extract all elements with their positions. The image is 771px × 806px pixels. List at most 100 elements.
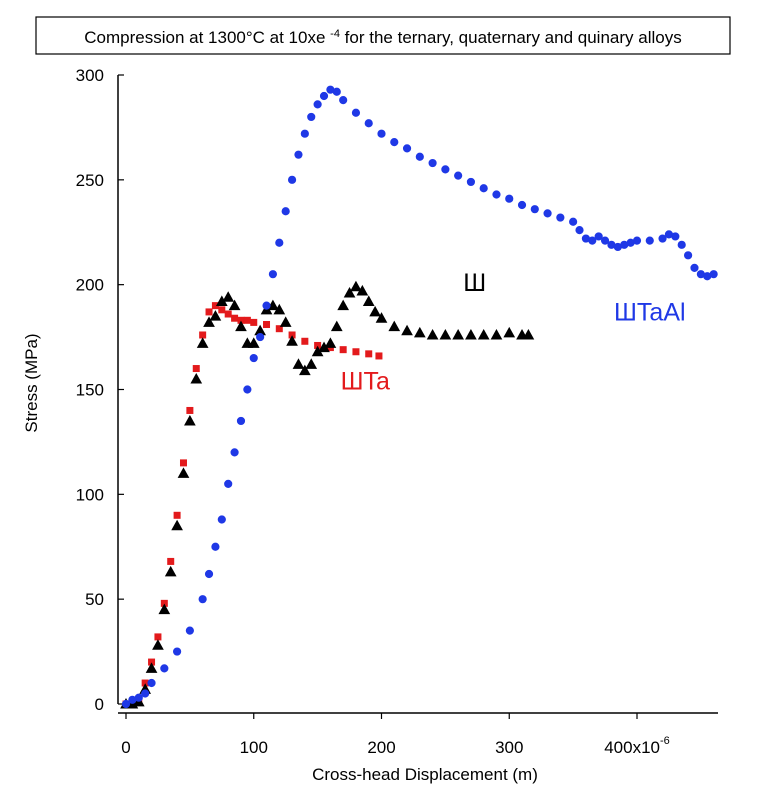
chart-point-triangle [299,364,311,376]
chart-point-circle [684,251,693,260]
chart-point-square [205,308,213,316]
chart-point-triangle [426,328,439,340]
chart-point-circle [121,699,131,709]
chart-point-circle [300,129,309,138]
chart-point-circle [690,263,699,272]
chart-point-triangle [369,305,381,317]
chart-point-triangle [145,662,158,673]
y-tick-label: 100 [76,485,104,504]
chart-point-square [218,306,226,314]
chart-point-triangle [279,316,292,327]
chart-point-triangle [247,337,260,348]
x-tick-label: 300 [495,738,523,757]
chart-point-circle [294,150,303,159]
x-tick-label: 100 [240,738,268,757]
chart-point-triangle [184,414,196,426]
chart-point-triangle [439,328,452,340]
x-tick-exponent: -6 [660,735,670,747]
chart-point-square [250,318,258,326]
chart-point-triangle [401,324,413,336]
chart-point-circle [556,213,565,222]
chart-point-triangle [158,603,171,615]
chart-point-triangle [343,287,356,298]
chart-point-circle [319,91,329,101]
chart-point-circle [517,200,527,210]
chart-point-triangle [330,320,343,332]
chart-point-circle [402,144,412,153]
chart-point-circle [230,448,239,457]
chart-point-circle [492,190,501,199]
chart-point-circle [173,647,182,656]
chart-point-circle [677,240,686,249]
chart-point-triangle [452,328,464,340]
chart-point-square [243,316,251,324]
chart-point-triangle [477,328,490,340]
chart-point-triangle [292,358,305,369]
chart-point-circle [466,177,476,187]
x-axis-title: Cross-head Displacement (m) [312,765,538,784]
chart-title-part-2: for the ternary, quaternary and quinary … [345,28,682,47]
series-label: Ш [463,269,486,297]
chart-point-circle [543,209,552,218]
chart-point-triangle [305,358,318,369]
x-tick-label: 400x10-6 [604,735,670,757]
chart-point-triangle [228,299,241,311]
chart-point-triangle [490,328,503,340]
chart-title-superscript: -4 [330,28,340,40]
chart-point-circle [313,100,322,109]
chart-point-circle [160,664,169,673]
chart-point-square [365,350,373,358]
chart-point-circle [275,238,284,247]
chart-point-circle [377,129,386,138]
chart-point-triangle [152,639,164,650]
chart-point-square [173,511,181,519]
chart-point-circle [594,232,603,241]
chart-title-box [35,16,731,55]
chart-point-triangle [522,328,535,340]
chart-point-circle [390,137,399,147]
chart-point-triangle [164,565,177,577]
chart-point-triangle [235,320,247,332]
chart-point-circle [268,270,278,279]
x-tick-label: 0 [121,738,130,757]
y-axis-title: Stress (MPa) [22,333,41,432]
ticks-group: 0 50 100 150 200 250 300 0 100 200 300 400x10-6 [76,66,670,757]
chart-point-triangle [337,299,350,311]
chart-point-square [301,337,309,345]
chart-point-triangle [388,320,401,332]
chart-point-circle [211,542,220,551]
chart-point-circle [569,217,578,226]
series-group [120,85,718,709]
chart-point-triangle [196,337,209,348]
chart-point-square [192,365,200,373]
chart-point-circle [134,693,143,702]
chart-point-triangle [222,291,235,302]
chart-point-circle [479,184,488,193]
chart-point-square [375,352,383,360]
chart-point-circle [281,207,290,216]
chart-point-circle [307,112,316,122]
y-tick-label: 0 [95,695,104,714]
chart-point-triangle [190,372,203,384]
chart-point-triangle [177,467,190,478]
chart-point-circle [645,236,654,245]
series-label: ШTaAl [614,298,686,326]
chart-point-square [263,321,271,329]
chart-point-circle [505,194,514,203]
chart-point-square [352,348,360,356]
chart-point-circle [262,301,271,310]
chart-point-circle [454,171,463,180]
chart-point-square [231,314,239,322]
chart-point-circle [224,479,233,488]
chart-point-square [199,331,207,339]
chart-point-triangle [273,303,286,315]
chart-point-triangle [324,337,337,348]
chart-point-triangle [375,312,388,323]
chart-point-triangle [465,328,477,340]
chart-point-triangle [171,519,183,531]
y-tick-label: 300 [76,66,104,85]
chart-point-circle [364,119,373,128]
chart-point-circle [600,236,610,245]
chart-point-triangle [356,284,369,296]
